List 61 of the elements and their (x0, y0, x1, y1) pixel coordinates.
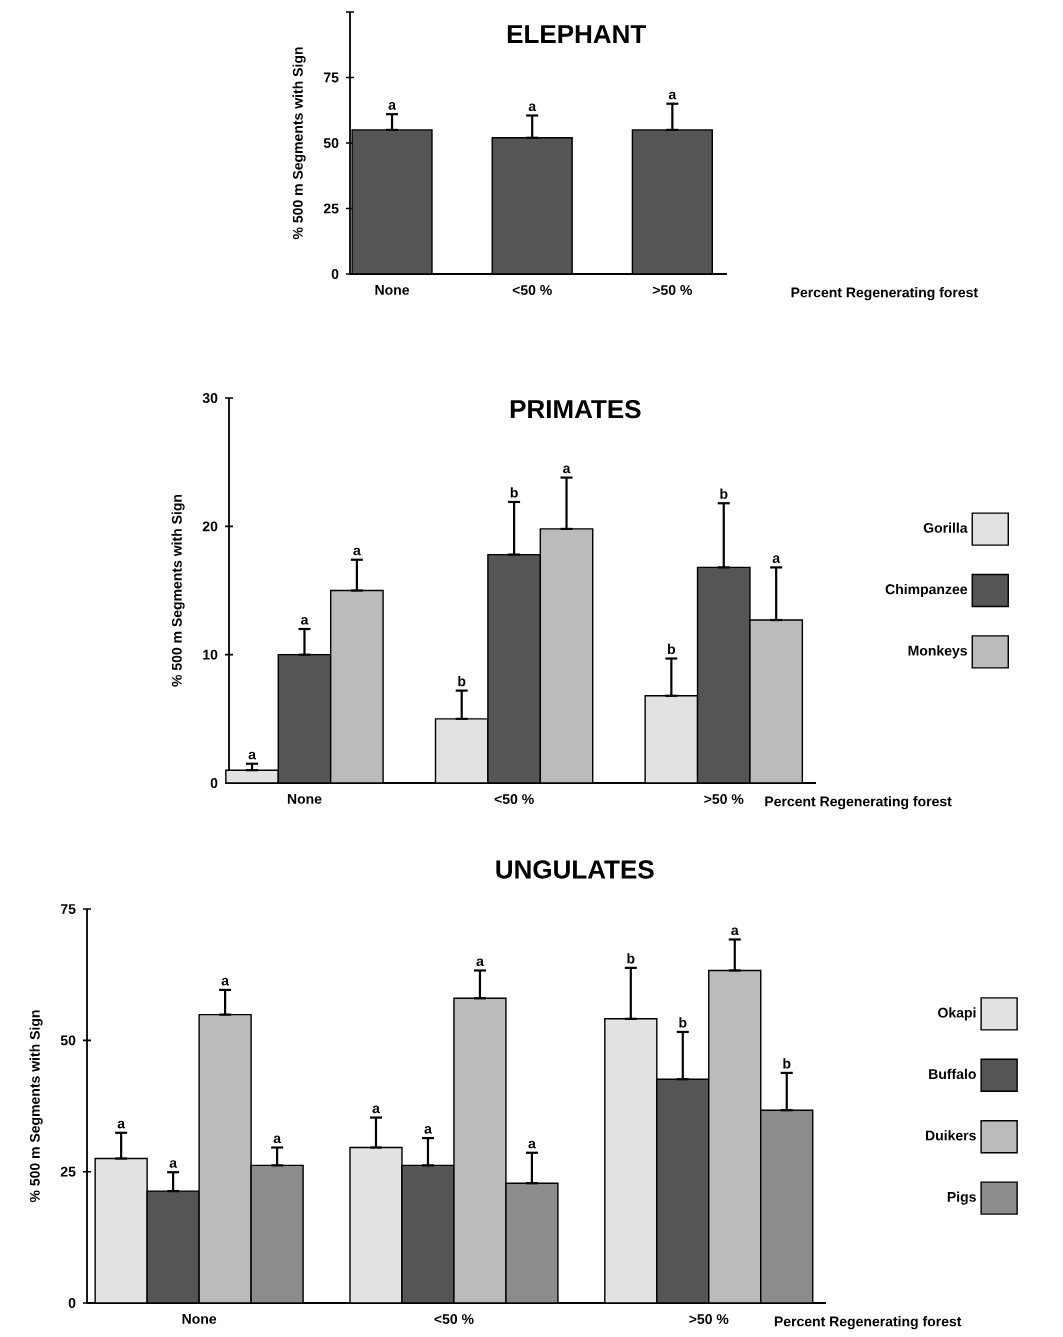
annotation: a (563, 465, 571, 474)
annotation: b (783, 1058, 791, 1069)
annotation: a (528, 1140, 536, 1149)
x-axis-title: Percent Regenerating forest (791, 287, 978, 301)
annotation: a (424, 1125, 432, 1134)
annotation: a (169, 1160, 178, 1168)
y-tick-label: 30 (202, 393, 218, 403)
annotation: a (476, 958, 484, 967)
annotation: a (528, 103, 537, 112)
y-axis-title: % 500 m Segments with Sign (29, 1010, 43, 1203)
chart-title: ELEPHANT (507, 25, 646, 44)
x-tick-label: <50 % (494, 794, 534, 804)
y-tick-label: 75 (323, 72, 339, 83)
chart-title: UNGULATES (496, 860, 654, 879)
y-tick-label: 75 (60, 904, 76, 914)
y-axis-title: % 500 m Segments with Sign (292, 47, 306, 240)
annotation: a (273, 1135, 282, 1144)
legend-label: Chimpanzee (885, 583, 968, 597)
y-tick-label: 10 (203, 649, 218, 660)
x-axis-title: Percent Regenerating forest (765, 796, 952, 810)
chart-title: PRIMATES (510, 399, 641, 419)
annotation: a (300, 616, 309, 625)
y-tick-label: 20 (202, 521, 218, 532)
annotation: a (353, 547, 361, 556)
annotation: a (117, 1120, 126, 1129)
x-tick-label: >50 % (689, 1314, 729, 1324)
legend-label: Pigs (947, 1191, 976, 1205)
y-tick-label: 25 (323, 203, 339, 214)
annotation: a (388, 102, 397, 110)
annotation: b (667, 643, 676, 655)
annotation: b (679, 1017, 687, 1028)
annotation: b (627, 953, 635, 964)
annotation: b (720, 488, 728, 499)
legend-label: Gorilla (923, 522, 968, 533)
x-tick-label: None (375, 285, 410, 295)
y-tick-label: 25 (60, 1166, 76, 1177)
legend-label: Duikers (926, 1130, 976, 1141)
annotation: a (772, 555, 781, 563)
x-axis-title: Percent Regenerating forest (774, 1316, 962, 1330)
annotation: b (510, 487, 518, 498)
y-tick-label: 50 (323, 138, 339, 148)
annotation: b (458, 675, 466, 687)
x-tick-label: >50 % (652, 285, 692, 295)
y-tick-label: 0 (331, 269, 339, 279)
x-tick-label: None (182, 1314, 217, 1324)
x-tick-label: <50 % (434, 1314, 474, 1324)
annotation: a (372, 1105, 380, 1114)
y-tick-label: 50 (60, 1035, 76, 1046)
annotation: a (221, 977, 230, 986)
y-tick-label: 0 (68, 1298, 76, 1308)
y-axis-title: % 500 m Segments with Sign (171, 494, 185, 687)
x-tick-label: <50 % (512, 285, 552, 295)
legend-label: Buffalo (929, 1068, 976, 1080)
annotation: a (731, 927, 739, 936)
legend-label: Okapi (938, 1007, 976, 1021)
legend-label: Monkeys (908, 645, 967, 659)
x-tick-label: None (287, 794, 322, 804)
y-tick-label: 0 (210, 778, 218, 788)
annotation: a (668, 91, 677, 100)
x-tick-label: >50 % (704, 794, 744, 804)
annotation: a (248, 751, 257, 760)
